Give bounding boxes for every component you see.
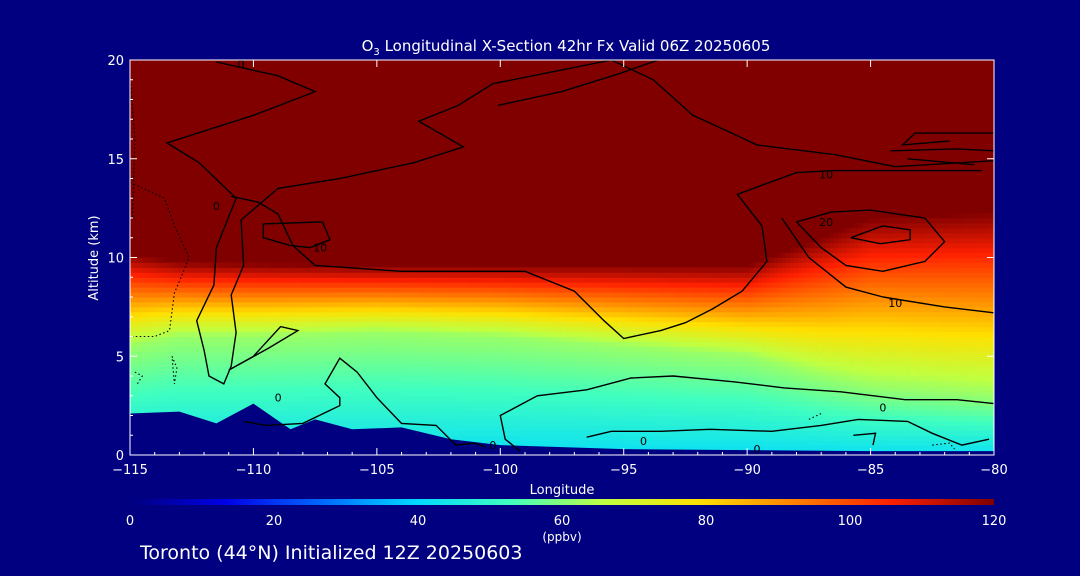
contour-label: 0 xyxy=(213,200,220,213)
contour-line xyxy=(165,60,612,385)
dotted-contour xyxy=(130,75,136,219)
x-tick-label: −95 xyxy=(610,463,637,478)
contour-label: 0 xyxy=(879,402,886,415)
x-tick-label: −90 xyxy=(733,463,760,478)
dotted-contour xyxy=(134,371,144,385)
contour-label: 0 xyxy=(489,439,496,452)
colorbar xyxy=(130,499,994,505)
contour-lines xyxy=(165,60,994,452)
contour-line xyxy=(262,221,331,249)
contour-line xyxy=(850,225,911,245)
contour-label: 0 xyxy=(238,58,245,71)
contour-line xyxy=(243,357,486,448)
y-tick-label: 0 xyxy=(116,449,124,464)
y-tick-label: 10 xyxy=(107,252,124,267)
colorbar-tick-label: 60 xyxy=(554,514,571,529)
contour-line xyxy=(611,60,994,168)
colorbar-tick-label: 0 xyxy=(126,514,134,529)
dotted-contours xyxy=(130,75,955,450)
x-axis: −115 −110 −105 −100 −95 −90 −85 −80 xyxy=(112,60,1008,478)
dotted-contour xyxy=(932,442,955,450)
contour-line xyxy=(900,132,994,146)
contour-line xyxy=(890,148,994,152)
contour-line xyxy=(228,325,300,371)
contour-label: 0 xyxy=(275,392,282,405)
contour-line xyxy=(231,169,982,340)
x-tick-label: −85 xyxy=(857,463,884,478)
contour-line xyxy=(497,60,659,107)
colorbar-ticks: 0 20 40 60 80 100 120 xyxy=(126,514,1007,529)
x-tick-label: −115 xyxy=(112,463,148,478)
contour-label: 0 xyxy=(754,443,761,456)
contour-line xyxy=(907,158,975,166)
contour-label: 20 xyxy=(819,216,833,229)
contour-line xyxy=(781,217,994,314)
contour-line xyxy=(795,209,946,273)
chart-title: O3 Longitudinal X-Section 42hr Fx Valid … xyxy=(362,37,771,58)
x-tick-label: −105 xyxy=(359,463,395,478)
colorbar-tick-label: 40 xyxy=(410,514,427,529)
x-tick-label: −80 xyxy=(980,463,1007,478)
plot-area: 0 10 0 0 0 0 0 10 10 20 0 xyxy=(130,58,994,456)
y-tick-label: 15 xyxy=(107,153,124,168)
contour-label: 10 xyxy=(819,169,833,182)
x-tick-label: −100 xyxy=(482,463,518,478)
dotted-contour xyxy=(171,356,178,384)
colorbar-unit: (ppbv) xyxy=(542,530,581,544)
contour-line xyxy=(586,418,990,446)
contour-line xyxy=(853,432,877,446)
y-axis-label: Altitude (km) xyxy=(87,215,102,300)
colorbar-tick-label: 120 xyxy=(982,514,1007,529)
y-axis: 0 5 10 15 20 xyxy=(107,54,994,464)
contour-label: 10 xyxy=(888,297,902,310)
contour-label: 0 xyxy=(640,435,647,448)
y-tick-label: 20 xyxy=(107,54,124,69)
x-axis-label: Longitude xyxy=(530,483,595,498)
footer-caption: Toronto (44°N) Initialized 12Z 20250603 xyxy=(140,542,523,564)
terrain xyxy=(130,403,994,455)
colorbar-tick-label: 20 xyxy=(266,514,283,529)
contour-line xyxy=(499,375,994,452)
x-tick-label: −110 xyxy=(236,463,272,478)
colorbar-tick-label: 100 xyxy=(838,514,863,529)
contour-label: 10 xyxy=(313,242,327,255)
contour-labels: 0 10 0 0 0 0 0 10 10 20 0 xyxy=(213,58,902,456)
colorbar-tick-label: 80 xyxy=(698,514,715,529)
y-tick-label: 5 xyxy=(116,350,124,365)
